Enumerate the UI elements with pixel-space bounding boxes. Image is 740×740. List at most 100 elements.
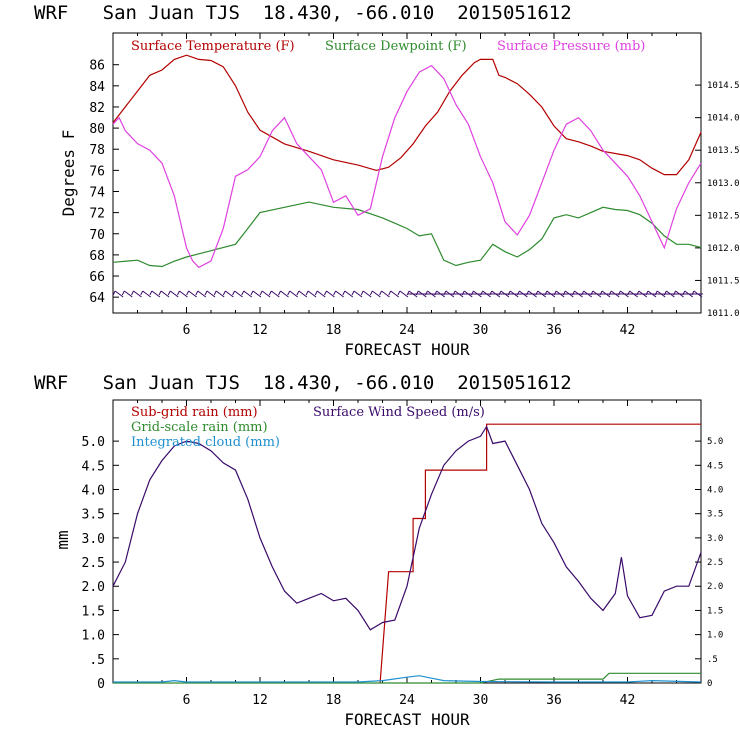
temperature-panel: WRF San Juan TJS 18.430, -66.010 2015051…	[34, 2, 740, 359]
x-tick-label: 42	[620, 693, 636, 708]
y-tick-label: 72	[89, 207, 105, 222]
y-tick-label: 1.5	[82, 604, 105, 619]
y2-tick-label: 1.0	[707, 631, 723, 641]
x-axis-label: FORECAST HOUR	[344, 710, 470, 729]
wind-barb	[167, 290, 179, 298]
y2-tick-label: 1012.5	[707, 211, 740, 221]
y-tick-label: 74	[89, 185, 105, 200]
x-tick-label: 42	[620, 323, 636, 338]
y2-tick-label: 0	[707, 679, 712, 689]
y-tick-label: 76	[89, 164, 105, 179]
y-tick-label: 2.0	[82, 580, 105, 595]
y2-tick-label: 1012.0	[707, 244, 740, 254]
y2-tick-label: 2.5	[707, 558, 723, 568]
y-tick-label: 1.0	[82, 629, 105, 644]
y2-tick-label: 1011.0	[707, 309, 740, 319]
y-tick-label: 66	[89, 270, 105, 285]
y-axis-label: Degrees F	[59, 130, 78, 217]
wind-barb	[222, 290, 234, 298]
legend-gridscale-rain: Grid-scale rain (mm)	[131, 420, 268, 435]
y-tick-label: 3.0	[82, 532, 105, 547]
legend: Surface Temperature (F) Surface Dewpoint…	[131, 39, 645, 54]
series-line-2	[112, 64, 702, 269]
y2-tick-label: 3.0	[707, 534, 723, 544]
y2-tick-label: 1.5	[707, 606, 723, 616]
wind-barb	[259, 290, 271, 298]
wind-barb	[342, 290, 354, 298]
y2-tick-label: 1014.0	[707, 114, 740, 124]
y2-tick-label: 5.0	[707, 437, 723, 447]
series-lines	[112, 423, 702, 684]
y2-tick-label: 1011.5	[707, 276, 740, 286]
panel-title: WRF San Juan TJS 18.430, -66.010 2015051…	[34, 372, 572, 394]
wind-barb	[351, 290, 363, 298]
wind-barb	[278, 290, 289, 298]
legend-subgrid-rain: Sub-grid rain (mm)	[131, 405, 258, 420]
series-line-1	[113, 672, 701, 684]
wind-barb	[305, 290, 317, 298]
y-tick-label: 86	[89, 59, 105, 74]
wind-barb	[323, 290, 335, 298]
axes-ticks: 6 12 18 24 30 36 42 0 .5 1.0 1.5 2.0 2.5 3.0 3.5 4.0 4.5…	[82, 400, 723, 708]
y-axis-label: mm	[53, 530, 72, 549]
x-tick-label: 6	[183, 693, 191, 708]
legend-temperature: Surface Temperature (F)	[131, 39, 295, 54]
y-tick-label: 0	[97, 677, 105, 692]
y2-tick-label: 4.5	[707, 461, 723, 471]
series-line-0	[112, 54, 702, 176]
x-tick-label: 12	[252, 323, 268, 338]
wind-barb	[268, 290, 280, 298]
x-tick-label: 12	[252, 693, 268, 708]
wind-barb	[140, 290, 151, 298]
plot-frame	[112, 32, 702, 314]
y-tick-label: 4.0	[82, 483, 105, 498]
legend-integrated-cloud: Integrated cloud (mm)	[131, 435, 280, 450]
y-tick-label: 68	[89, 249, 105, 264]
y-tick-label: 2.5	[82, 556, 105, 571]
wind-barb	[232, 290, 243, 298]
wind-barb	[149, 290, 161, 298]
y-tick-label: .5	[89, 653, 105, 668]
precipitation-panel: WRF San Juan TJS 18.430, -66.010 2015051…	[34, 372, 723, 729]
y2-tick-label: 2.0	[707, 582, 723, 592]
wind-barb	[121, 290, 133, 298]
x-tick-label: 6	[183, 323, 191, 338]
wind-barb	[158, 290, 170, 298]
x-tick-label: 18	[326, 693, 342, 708]
y-tick-label: 82	[89, 101, 105, 116]
y2-tick-label: 4.0	[707, 485, 723, 495]
wind-barb	[360, 290, 372, 298]
y2-tick-label: 1013.5	[707, 146, 740, 156]
wind-barb	[176, 290, 188, 298]
wind-barb	[691, 290, 703, 298]
y-tick-label: 4.5	[82, 459, 105, 474]
series-line-2	[113, 675, 702, 683]
x-tick-label: 18	[326, 323, 342, 338]
legend-pressure: Surface Pressure (mb)	[497, 39, 645, 54]
wind-barb	[296, 290, 308, 298]
x-tick-label: 36	[546, 693, 562, 708]
y-tick-label: 5.0	[82, 435, 105, 450]
wind-barb	[213, 290, 225, 298]
axes-ticks: 6 12 18 24 30 36 42 64 66 68 70 72 74 76 78 80 82 84 86 101…	[89, 33, 740, 338]
wind-barb	[250, 290, 262, 298]
wind-barb	[369, 290, 381, 298]
wind-barb	[241, 290, 253, 298]
y2-tick-label: 3.5	[707, 510, 723, 520]
y2-tick-label: 1013.0	[707, 179, 740, 189]
wind-barb	[195, 290, 207, 298]
x-tick-label: 24	[399, 693, 415, 708]
y-tick-label: 84	[89, 80, 105, 95]
legend-wind-speed: Surface Wind Speed (m/s)	[313, 405, 485, 420]
y2-tick-label: 1014.5	[707, 81, 740, 91]
wind-barb	[287, 290, 298, 298]
series-line-3	[112, 425, 702, 631]
x-tick-label: 30	[473, 693, 489, 708]
wind-barb	[204, 290, 216, 298]
legend: Sub-grid rain (mm) Grid-scale rain (mm) …	[131, 405, 485, 450]
panel-title: WRF San Juan TJS 18.430, -66.010 2015051…	[34, 2, 572, 24]
wind-barb	[379, 290, 390, 298]
series-line-0	[379, 423, 701, 684]
series-lines	[112, 54, 702, 269]
